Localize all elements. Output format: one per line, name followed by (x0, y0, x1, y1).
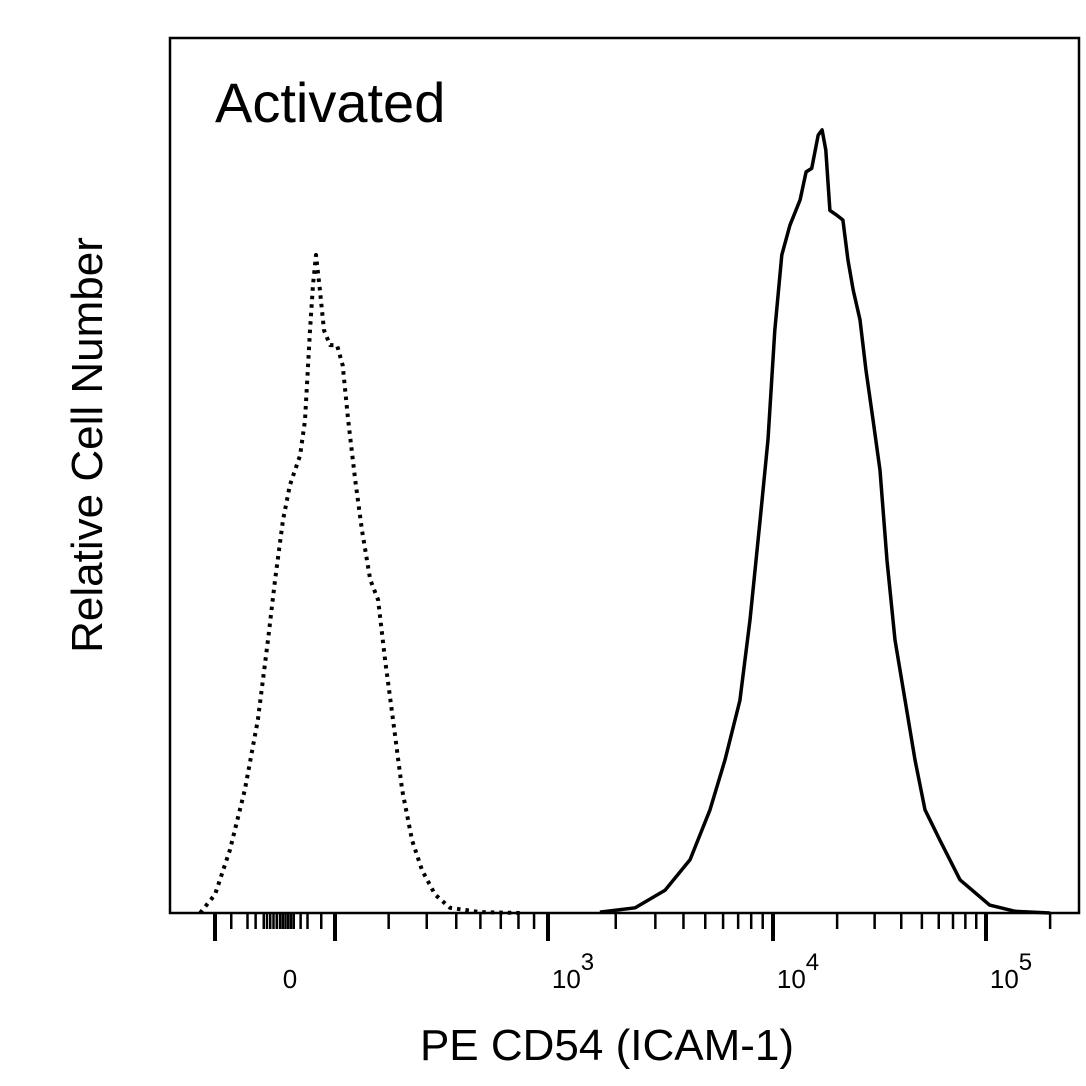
x-axis-ticks (213, 913, 1052, 941)
stained-histogram-solid (599, 128, 1051, 915)
x-tick-label: 0 (283, 964, 297, 994)
x-axis-label: PE CD54 (ICAM-1) (420, 1021, 794, 1070)
control-histogram-dotted (198, 253, 520, 915)
chart-title: Activated (215, 71, 445, 134)
plot-frame (168, 36, 1081, 915)
x-axis-tick-labels: 0 103 104 105 (283, 949, 1032, 994)
histogram-curves (198, 128, 1051, 915)
x-tick-label: 103 (552, 949, 594, 994)
x-tick-label: 105 (990, 949, 1032, 994)
x-tick-label: 104 (777, 949, 819, 994)
y-axis-label: Relative Cell Number (63, 237, 112, 653)
